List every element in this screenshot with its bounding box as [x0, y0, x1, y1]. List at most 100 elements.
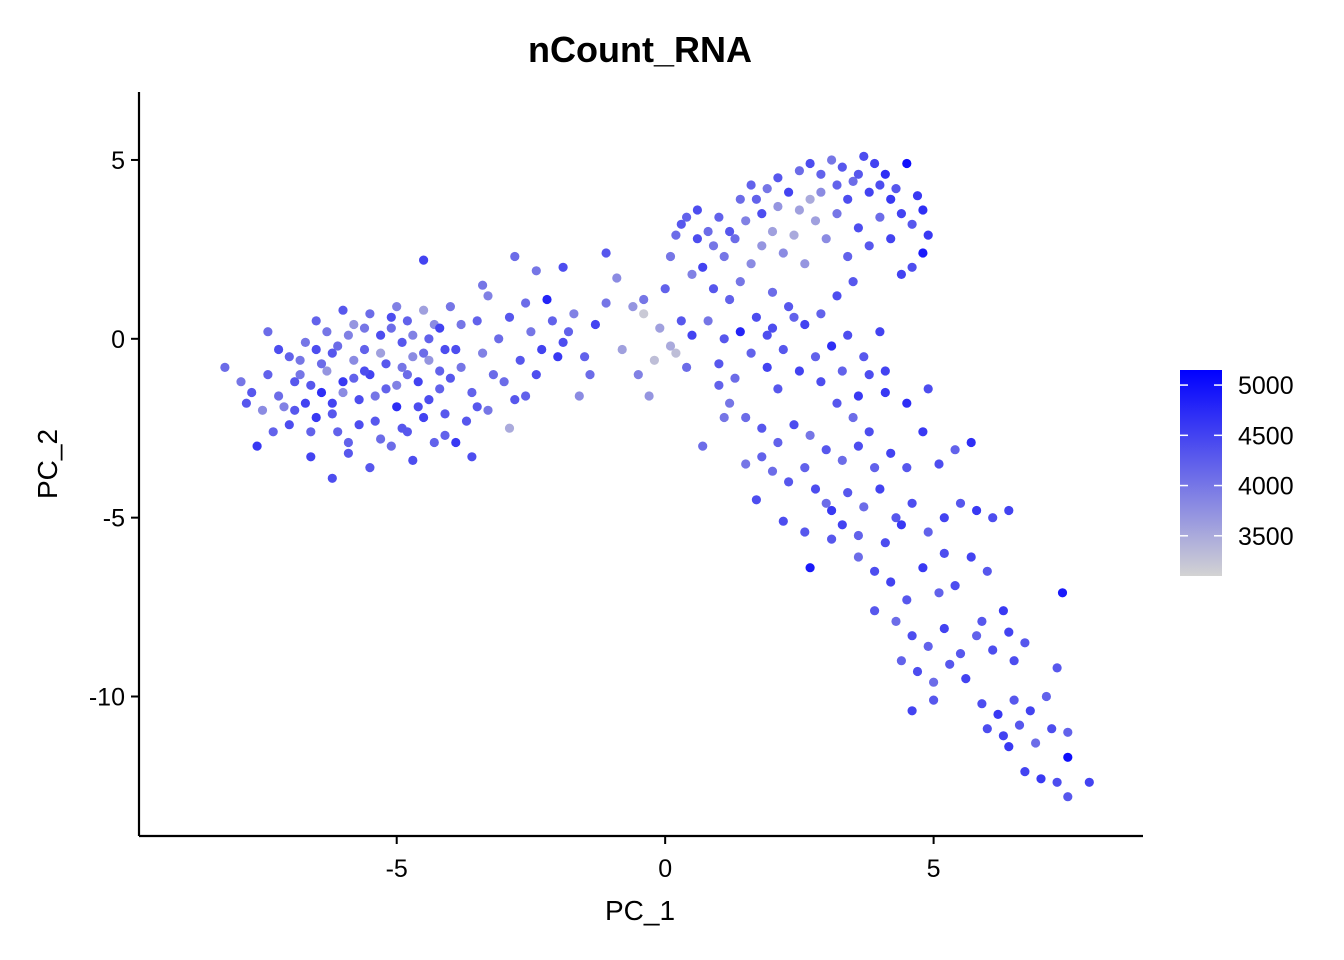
data-point: [864, 370, 874, 380]
data-point: [665, 251, 676, 262]
x-tick-label: 0: [658, 855, 672, 883]
colorbar-label: 3500: [1238, 523, 1294, 551]
data-point: [322, 327, 332, 337]
data-point: [574, 391, 584, 401]
data-point: [451, 344, 461, 355]
data-point: [1004, 505, 1014, 516]
data-point: [429, 437, 439, 448]
data-point: [440, 430, 450, 440]
data-point: [451, 437, 461, 448]
data-point: [950, 445, 960, 455]
data-point: [870, 566, 880, 576]
data-point: [682, 362, 692, 372]
data-point: [311, 316, 321, 326]
data-point: [864, 187, 874, 197]
data-point: [902, 595, 912, 605]
data-point: [300, 337, 310, 347]
data-point: [510, 395, 520, 405]
data-point: [891, 513, 901, 523]
data-point: [322, 366, 332, 376]
data-point: [934, 588, 944, 598]
data-point: [725, 294, 735, 305]
y-tick-label: 0: [111, 326, 125, 354]
data-point: [687, 330, 697, 340]
data-point: [998, 731, 1009, 741]
data-point: [816, 309, 826, 319]
data-point: [419, 255, 429, 265]
data-point: [735, 194, 745, 204]
data-point: [757, 423, 767, 433]
data-point: [649, 355, 660, 365]
data-point: [800, 527, 810, 537]
data-point: [392, 302, 402, 312]
data-point: [939, 513, 949, 523]
data-point: [386, 323, 396, 333]
data-point: [1004, 627, 1014, 637]
data-point: [692, 205, 703, 215]
data-point: [778, 248, 788, 258]
data-point: [767, 466, 778, 476]
data-point: [730, 234, 740, 244]
data-point: [515, 355, 525, 365]
data-point: [671, 230, 681, 240]
data-point: [354, 420, 364, 430]
data-point: [456, 319, 466, 330]
data-point: [1063, 727, 1073, 737]
data-point: [950, 581, 960, 591]
data-point: [435, 323, 445, 333]
data-point: [274, 344, 284, 355]
data-point: [510, 251, 520, 262]
data-point: [880, 387, 890, 398]
data-point: [886, 448, 896, 458]
data-point: [687, 269, 697, 279]
data-point: [821, 234, 831, 244]
data-point: [848, 412, 858, 423]
data-point: [816, 187, 826, 197]
data-point: [735, 277, 745, 287]
data-point: [402, 370, 412, 380]
data-point: [370, 391, 380, 401]
colorbar-label: 4500: [1238, 422, 1294, 450]
data-point: [381, 359, 391, 369]
data-point: [918, 248, 928, 258]
data-point: [268, 427, 278, 437]
data-point: [805, 158, 815, 169]
data-point: [810, 216, 821, 226]
data-point: [794, 366, 805, 376]
data-point: [402, 316, 412, 326]
data-point: [837, 366, 847, 376]
data-point: [376, 330, 386, 340]
data-point: [837, 520, 847, 530]
data-point: [870, 606, 880, 616]
data-point: [284, 420, 294, 430]
data-point: [751, 495, 762, 505]
data-point: [354, 395, 364, 405]
data-point: [741, 412, 751, 423]
data-point: [853, 530, 864, 541]
data-point: [408, 352, 418, 362]
data-point: [902, 398, 912, 408]
data-point: [1009, 695, 1019, 705]
data-point: [1004, 742, 1014, 752]
data-point: [483, 405, 493, 415]
data-point: [365, 309, 375, 319]
data-point: [891, 616, 901, 627]
data-point: [327, 409, 337, 419]
data-point: [923, 641, 933, 652]
data-point: [816, 377, 826, 387]
chart-title: nCount_RNA: [528, 29, 752, 70]
data-point: [1009, 656, 1019, 666]
data-point: [327, 473, 337, 483]
data-point: [590, 319, 601, 330]
data-point: [708, 284, 719, 294]
data-point: [767, 323, 778, 333]
data-point: [316, 359, 327, 369]
data-point: [1057, 588, 1068, 598]
data-point: [972, 631, 982, 641]
data-point: [805, 194, 815, 204]
data-point: [859, 502, 869, 512]
data-point: [1036, 774, 1046, 784]
data-point: [676, 219, 686, 229]
data-point: [939, 548, 949, 559]
